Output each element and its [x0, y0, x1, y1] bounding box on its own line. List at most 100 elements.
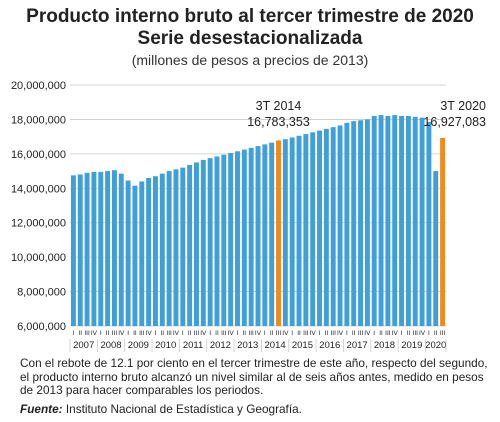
quarter-tick-label: III — [112, 330, 118, 337]
quarter-tick-label: II — [133, 330, 137, 337]
bar — [310, 132, 316, 326]
quarter-tick-label: I — [100, 330, 102, 337]
bar — [111, 170, 117, 326]
quarter-tick-label: IV — [392, 330, 399, 337]
bar — [440, 137, 446, 326]
quarter-tick-label: II — [352, 330, 356, 337]
chart-title-line1: Producto interno bruto al tercer trimest… — [26, 6, 474, 27]
bar — [70, 175, 76, 326]
bar — [159, 173, 165, 326]
year-label: 2020 — [425, 340, 446, 351]
quarter-tick-label: I — [209, 330, 211, 337]
quarter-tick-label: I — [127, 330, 129, 337]
chart-subtitle: (millones de pesos a precios de 2013) — [131, 52, 369, 68]
bar — [132, 185, 138, 326]
quarter-tick-label: II — [270, 330, 274, 337]
quarter-tick-label: I — [319, 330, 321, 337]
bar — [330, 127, 336, 326]
quarter-tick-label: III — [194, 330, 200, 337]
bar — [289, 137, 295, 326]
annotation-value: 16,927,083 — [423, 115, 486, 129]
quarter-tick-label: IV — [173, 330, 180, 337]
footnote: Con el rebote de 12.1 por ciento en el t… — [20, 356, 488, 398]
bar — [118, 173, 124, 326]
quarter-tick-label: II — [434, 330, 438, 337]
quarter-tick-label: IV — [91, 330, 98, 337]
bar — [221, 154, 227, 326]
year-label: 2007 — [73, 340, 94, 351]
quarter-tick-label: IV — [282, 330, 289, 337]
source-label: Fuente: — [20, 402, 63, 416]
bar — [200, 159, 206, 326]
quarter-tick-label: IV — [118, 330, 125, 337]
quarter-tick-label: I — [291, 330, 293, 337]
y-tick-label: 14,000,000 — [11, 183, 66, 195]
year-label: 2009 — [128, 340, 149, 351]
bar — [405, 115, 411, 326]
bar — [180, 167, 186, 326]
y-tick-label: 10,000,000 — [11, 252, 66, 264]
source-line: Fuente: Instituto Nacional de Estadístic… — [20, 402, 302, 416]
year-label: 2018 — [374, 340, 395, 351]
quarter-tick-label: III — [413, 330, 419, 337]
quarter-tick-label: III — [139, 330, 145, 337]
bar — [351, 121, 357, 327]
bar — [105, 171, 111, 326]
bar — [433, 171, 439, 326]
quarter-tick-label: IV — [364, 330, 371, 337]
quarter-tick-label: I — [401, 330, 403, 337]
quarter-tick-label: IV — [146, 330, 153, 337]
year-label: 2008 — [100, 340, 121, 351]
quarter-tick-label: I — [264, 330, 266, 337]
quarter-tick-label: I — [182, 330, 184, 337]
year-label: 2014 — [265, 340, 286, 351]
quarter-tick-label: III — [166, 330, 172, 337]
bar — [146, 177, 152, 326]
source-text: Instituto Nacional de Estadística y Geog… — [65, 402, 302, 416]
quarter-tick-label: II — [325, 330, 329, 337]
bar — [323, 128, 329, 326]
quarter-tick-label: II — [188, 330, 192, 337]
quarter-tick-label: III — [358, 330, 364, 337]
bar — [194, 162, 199, 326]
quarter-tick-label: IV — [200, 330, 207, 337]
annotation-period: 3T 2020 — [440, 99, 486, 113]
bar — [426, 122, 432, 326]
quarter-tick-label: I — [155, 330, 157, 337]
bar — [255, 146, 261, 326]
quarter-tick-label: III — [276, 330, 282, 337]
bar — [276, 140, 281, 326]
year-label: 2019 — [401, 340, 422, 351]
quarter-tick-label: IV — [419, 330, 426, 337]
quarter-tick-label: IV — [255, 330, 262, 337]
y-tick-label: 12,000,000 — [11, 218, 66, 230]
bar — [152, 176, 158, 326]
quarter-tick-label: III — [385, 330, 391, 337]
bar — [228, 152, 234, 326]
annotation-value: 16,783,353 — [247, 115, 310, 129]
bar — [235, 151, 240, 326]
bar — [269, 142, 275, 326]
chart-title-line2: Serie desestacionalizada — [137, 28, 363, 49]
bar — [77, 174, 83, 326]
bar — [296, 135, 302, 326]
bar — [364, 119, 370, 326]
bar — [166, 171, 172, 326]
quarter-tick-label: II — [215, 330, 219, 337]
y-tick-label: 8,000,000 — [17, 287, 66, 299]
bar — [385, 115, 391, 326]
bar — [419, 117, 425, 326]
bar — [378, 115, 384, 326]
quarter-tick-label: II — [407, 330, 411, 337]
bar — [84, 172, 90, 326]
quarter-tick-label: II — [106, 330, 110, 337]
bar — [358, 120, 364, 326]
bar — [412, 116, 418, 326]
quarter-tick-label: II — [379, 330, 383, 337]
year-label: 2011 — [183, 340, 203, 351]
y-tick-label: 20,000,000 — [11, 80, 66, 92]
year-label: 2012 — [210, 340, 231, 351]
quarter-tick-label: III — [84, 330, 90, 337]
bar-chart: 20,000,000 18,000,000 16,000,000 14,000,000… — [11, 80, 486, 352]
bar — [139, 181, 145, 326]
